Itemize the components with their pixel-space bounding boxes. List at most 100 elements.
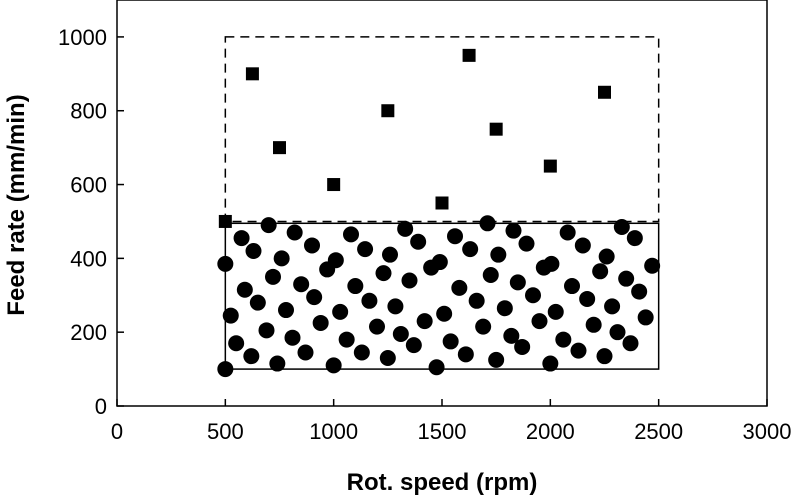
square-marker [245,67,259,81]
circle-marker [243,348,260,365]
circle-marker [382,246,398,263]
x-tick-label: 1500 [418,419,467,444]
circle-marker [228,335,245,352]
square-marker [543,159,557,173]
circle-marker [542,355,559,372]
circle-marker [387,298,404,315]
circle-marker [637,309,654,326]
y-tick-label: 400 [70,246,107,271]
circle-marker [462,241,479,258]
circle-marker [217,361,234,378]
circle-marker [325,357,342,374]
circle-marker [327,252,344,269]
circle-marker [490,246,507,263]
y-tick-label: 1000 [58,25,107,50]
circle-marker [357,241,374,258]
circle-marker [547,303,564,320]
circle-marker [468,292,485,309]
circle-marker [369,318,385,335]
circle-marker [525,287,541,304]
circle-marker [258,322,275,339]
circle-marker [278,302,294,319]
x-tick-label: 3000 [743,419,792,444]
circle-marker [598,248,615,265]
circle-marker [482,266,499,283]
circle-marker [518,235,535,252]
circle-marker [604,298,621,315]
y-tick-label: 0 [95,394,107,419]
circle-marker [442,333,459,350]
circle-marker [475,318,492,335]
y-tick-label: 800 [70,99,107,124]
circle-marker [488,351,505,368]
circle-marker [401,272,418,289]
x-tick-label: 1000 [309,419,358,444]
circle-marker [347,278,364,295]
circle-marker [338,331,355,348]
x-tick-label: 0 [111,419,123,444]
square-marker [489,122,503,136]
circle-marker [269,355,286,372]
circle-marker [559,224,576,241]
circle-marker [260,217,277,234]
circle-marker [392,326,409,343]
data-markers [217,48,661,378]
circle-marker [332,303,349,320]
square-marker [218,214,232,228]
y-tick-label: 600 [70,173,107,198]
axis-ticks: 0 500 1000 1500 2000 2500 3000 0 200 400 600 800 100… [58,25,791,444]
circle-marker [555,331,572,348]
circle-marker [361,292,378,309]
circle-marker [312,314,329,331]
circle-marker [457,346,474,363]
square-marker [435,196,449,210]
circle-marker [543,255,560,272]
circle-marker [306,289,323,306]
y-tick-label: 200 [70,320,107,345]
circle-marker [631,283,648,300]
circle-marker [514,338,531,355]
circle-marker [236,281,253,298]
circle-marker [428,359,445,376]
circle-marker [531,313,548,330]
circle-marker [375,265,392,282]
circle-marker [570,342,587,359]
circle-marker [509,274,526,291]
circle-marker [503,327,520,344]
square-marker [327,178,341,192]
circle-marker [618,270,635,287]
circle-marker [233,230,250,247]
circle-marker [592,263,609,280]
circle-marker [496,300,513,317]
circle-marker [297,344,314,361]
dashed-region [224,36,660,223]
x-tick-label: 2500 [634,419,683,444]
x-axis-title: Rot. speed (rpm) [347,469,538,496]
circle-marker [405,337,422,354]
circle-marker [249,294,266,311]
x-tick-label: 500 [207,419,244,444]
circle-marker [431,254,448,271]
circle-marker [293,276,310,293]
circle-marker [613,218,630,235]
circle-marker [564,278,580,295]
circle-marker [436,305,453,322]
circle-marker [222,307,239,324]
circle-marker [265,268,281,285]
circle-marker [273,250,290,267]
circle-marker [585,316,602,333]
circle-marker [397,220,414,237]
square-marker [598,85,611,99]
circle-marker [451,279,468,296]
circle-marker [609,324,626,341]
circle-marker [379,350,396,367]
circle-marker [286,224,303,241]
circle-marker [410,233,427,250]
circle-marker [479,215,496,232]
circle-marker [622,335,639,352]
square-marker [462,48,476,62]
circle-marker [579,290,596,307]
x-tick-label: 2000 [526,419,575,444]
circle-marker [245,242,262,259]
